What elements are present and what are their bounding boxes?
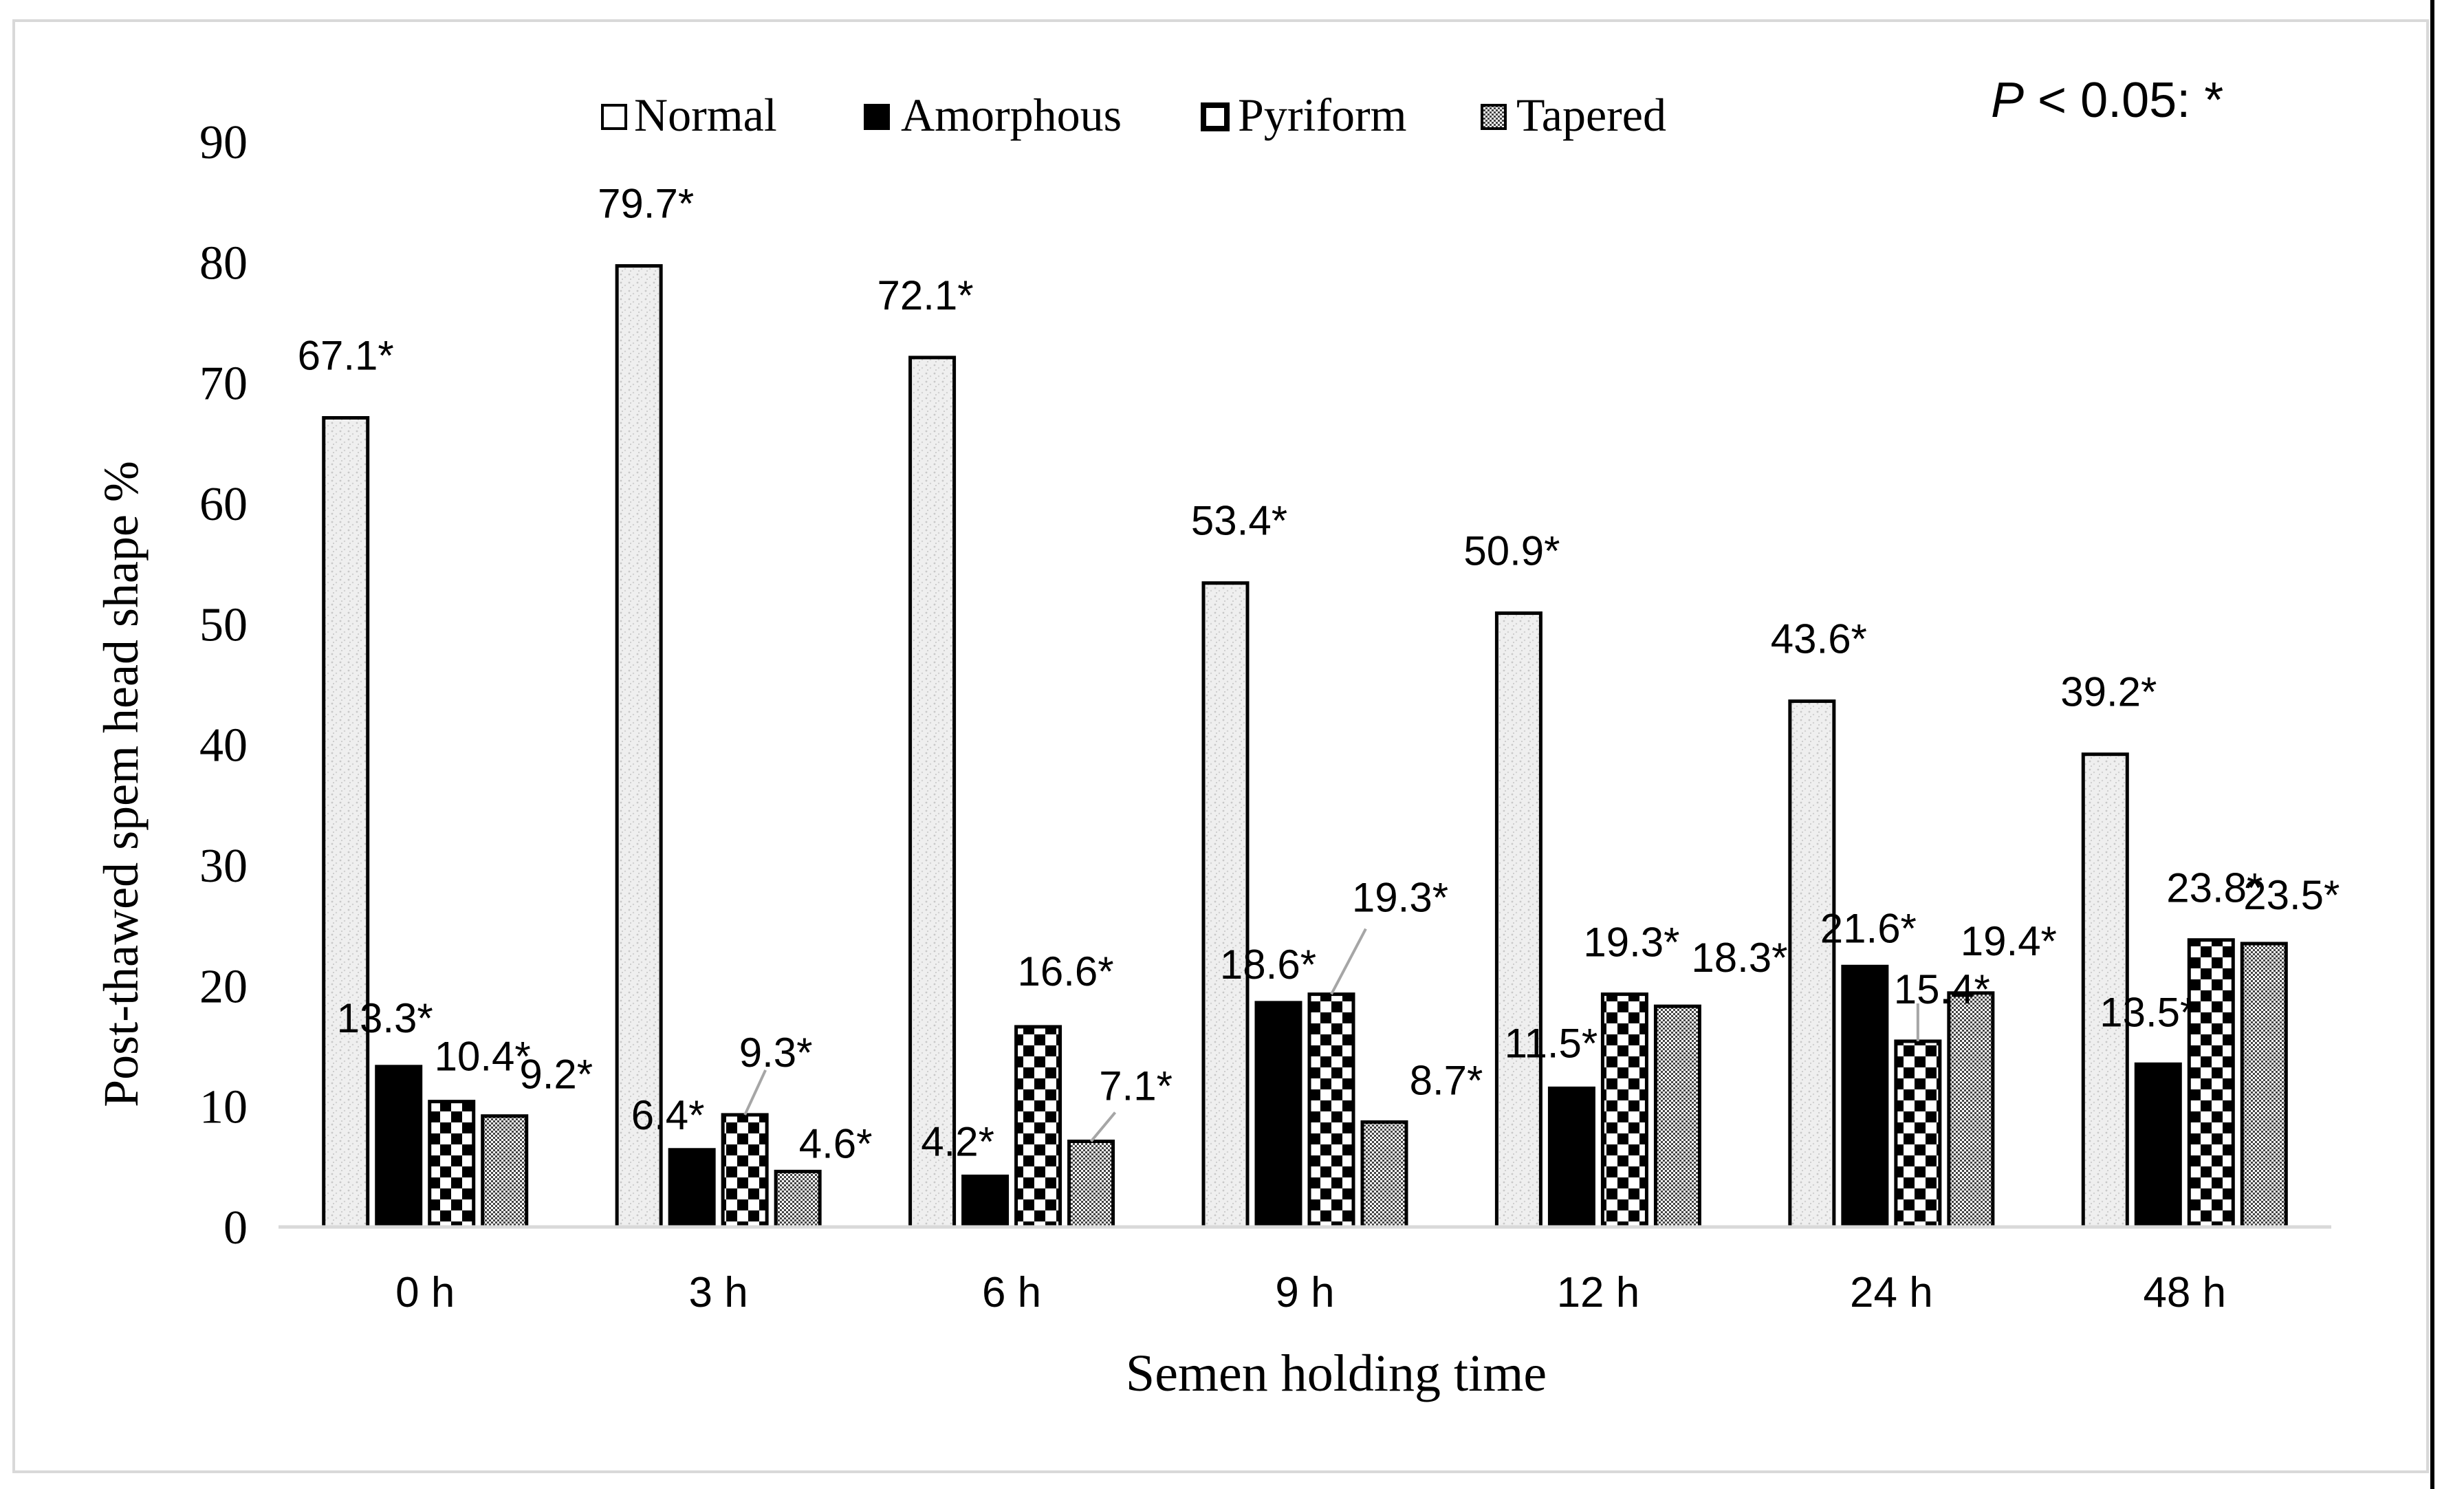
bar-amorphous — [1841, 964, 1889, 1229]
legend-swatch-tapered — [1481, 104, 1507, 130]
data-labels: 67.1* 79.7* 72.1* 53.4* 50.9* 43.6* 39.2* 13.3*… — [298, 181, 2340, 1167]
data-label-pyriform: 10.4* — [435, 1034, 531, 1080]
bar-tapered — [1067, 1140, 1115, 1229]
y-tick-label: 20 — [199, 960, 248, 1013]
bar-tapered — [2240, 942, 2288, 1229]
bar-normal — [1788, 699, 1836, 1229]
bar-pyriform — [721, 1113, 769, 1229]
y-tick-label: 40 — [199, 719, 248, 772]
data-label-tapered: 4.6* — [799, 1120, 873, 1166]
bar-tapered — [1947, 991, 1995, 1229]
data-label-amorphous: 6.4* — [631, 1092, 705, 1138]
x-tick-label: 3 h — [689, 1269, 748, 1316]
x-tick-label: 48 h — [2143, 1269, 2226, 1316]
data-label-amorphous: 13.3* — [337, 995, 433, 1041]
bar-pyriform — [1600, 992, 1648, 1229]
data-label-normal: 67.1* — [298, 333, 394, 379]
data-label-amorphous: 11.5* — [1505, 1020, 1598, 1066]
bar-amorphous — [1547, 1086, 1595, 1229]
legend-label-pyriform: Pyriform — [1238, 89, 1407, 141]
data-label-amorphous: 4.2* — [921, 1118, 994, 1164]
bar-normal — [908, 356, 957, 1229]
y-axis-ticks: 0 10 20 30 40 50 60 70 80 90 — [199, 116, 248, 1254]
y-tick-label: 70 — [199, 358, 248, 411]
legend-swatch-amorphous — [864, 104, 890, 130]
data-label-pyriform: 9.3* — [739, 1030, 813, 1076]
x-tick-label: 12 h — [1557, 1269, 1640, 1316]
bar-pyriform — [1014, 1025, 1062, 1229]
bar-pyriform — [2187, 938, 2235, 1229]
data-label-normal: 39.2* — [2060, 669, 2157, 715]
bar-tapered — [1360, 1120, 1408, 1229]
y-tick-label: 30 — [199, 840, 248, 893]
y-tick-label: 50 — [199, 598, 248, 651]
y-tick-label: 10 — [199, 1081, 248, 1134]
data-label-normal: 50.9* — [1463, 528, 1560, 574]
data-label-pyriform: 23.8* — [2166, 865, 2263, 911]
data-label-pyriform: 19.3* — [1583, 920, 1679, 966]
data-label-pyriform: 16.6* — [1018, 948, 1114, 995]
bar-amorphous — [375, 1065, 423, 1229]
y-tick-label: 80 — [199, 237, 248, 290]
y-axis-title: Post-thawed spem head shape % — [94, 461, 149, 1107]
data-label-pyriform: 19.3* — [1352, 875, 1448, 921]
data-label-normal: 43.6* — [1771, 616, 1867, 662]
data-label-tapered: 18.3* — [1691, 935, 1787, 981]
x-axis-tick-labels: 0 h 3 h 6 h 9 h 12 h 24 h 48 h — [395, 1269, 2226, 1316]
bars — [322, 264, 2288, 1229]
data-label-tapered: 8.7* — [1410, 1057, 1483, 1103]
significance-note: P < 0.05: * — [1991, 73, 2223, 128]
x-tick-label: 6 h — [982, 1269, 1041, 1316]
bar-normal — [615, 264, 663, 1229]
data-label-normal: 53.4* — [1191, 498, 1287, 544]
x-axis-title: Semen holding time — [1126, 1345, 1547, 1402]
label-leader-line — [743, 1069, 767, 1116]
legend-label-amorphous: Amorphous — [901, 89, 1122, 141]
bar-normal — [2081, 752, 2129, 1229]
bar-normal — [1494, 611, 1542, 1229]
bar-pyriform — [1307, 992, 1355, 1229]
data-label-amorphous: 18.6* — [1220, 942, 1316, 988]
bar-normal — [322, 416, 370, 1229]
bar-amorphous — [668, 1148, 716, 1229]
legend-label-normal: Normal — [634, 89, 777, 141]
y-tick-label: 0 — [223, 1202, 248, 1254]
y-tick-label: 60 — [199, 478, 248, 531]
significance-p: P — [1991, 73, 2024, 128]
label-leader-line — [1090, 1111, 1117, 1142]
legend-label-tapered: Tapered — [1516, 89, 1666, 141]
bar-tapered — [774, 1169, 822, 1229]
bar-pyriform — [428, 1100, 476, 1229]
data-label-tapered: 23.5* — [2243, 872, 2340, 918]
data-label-tapered: 19.4* — [1961, 918, 2057, 964]
data-label-pyriform: 15.4* — [1894, 966, 1990, 1012]
legend-swatch-normal — [601, 104, 627, 130]
chart-frame — [12, 19, 2429, 1473]
bar-tapered — [481, 1114, 529, 1229]
data-label-amorphous: 13.5* — [2100, 989, 2196, 1035]
data-label-tapered: 9.2* — [519, 1052, 593, 1098]
bar-amorphous — [961, 1174, 1010, 1229]
data-label-amorphous: 21.6* — [1820, 905, 1917, 951]
bar-amorphous — [2134, 1062, 2182, 1229]
legend: Normal Amorphous Pyriform Tapered — [601, 89, 1666, 141]
y-tick-label: 90 — [199, 116, 248, 169]
label-leader-line — [1330, 928, 1367, 995]
x-tick-label: 0 h — [395, 1269, 455, 1316]
significance-text: < 0.05: * — [2024, 73, 2223, 128]
bar-normal — [1201, 581, 1250, 1229]
bar-pyriform — [1894, 1039, 1942, 1229]
x-tick-label: 24 h — [1850, 1269, 1933, 1316]
data-label-normal: 79.7* — [598, 181, 694, 227]
data-label-normal: 72.1* — [877, 272, 974, 318]
legend-swatch-pyriform — [1201, 102, 1230, 131]
bar-amorphous — [1254, 1001, 1302, 1229]
data-label-tapered: 7.1* — [1099, 1063, 1173, 1109]
x-tick-label: 9 h — [1275, 1269, 1334, 1316]
bar-tapered — [1653, 1004, 1701, 1229]
